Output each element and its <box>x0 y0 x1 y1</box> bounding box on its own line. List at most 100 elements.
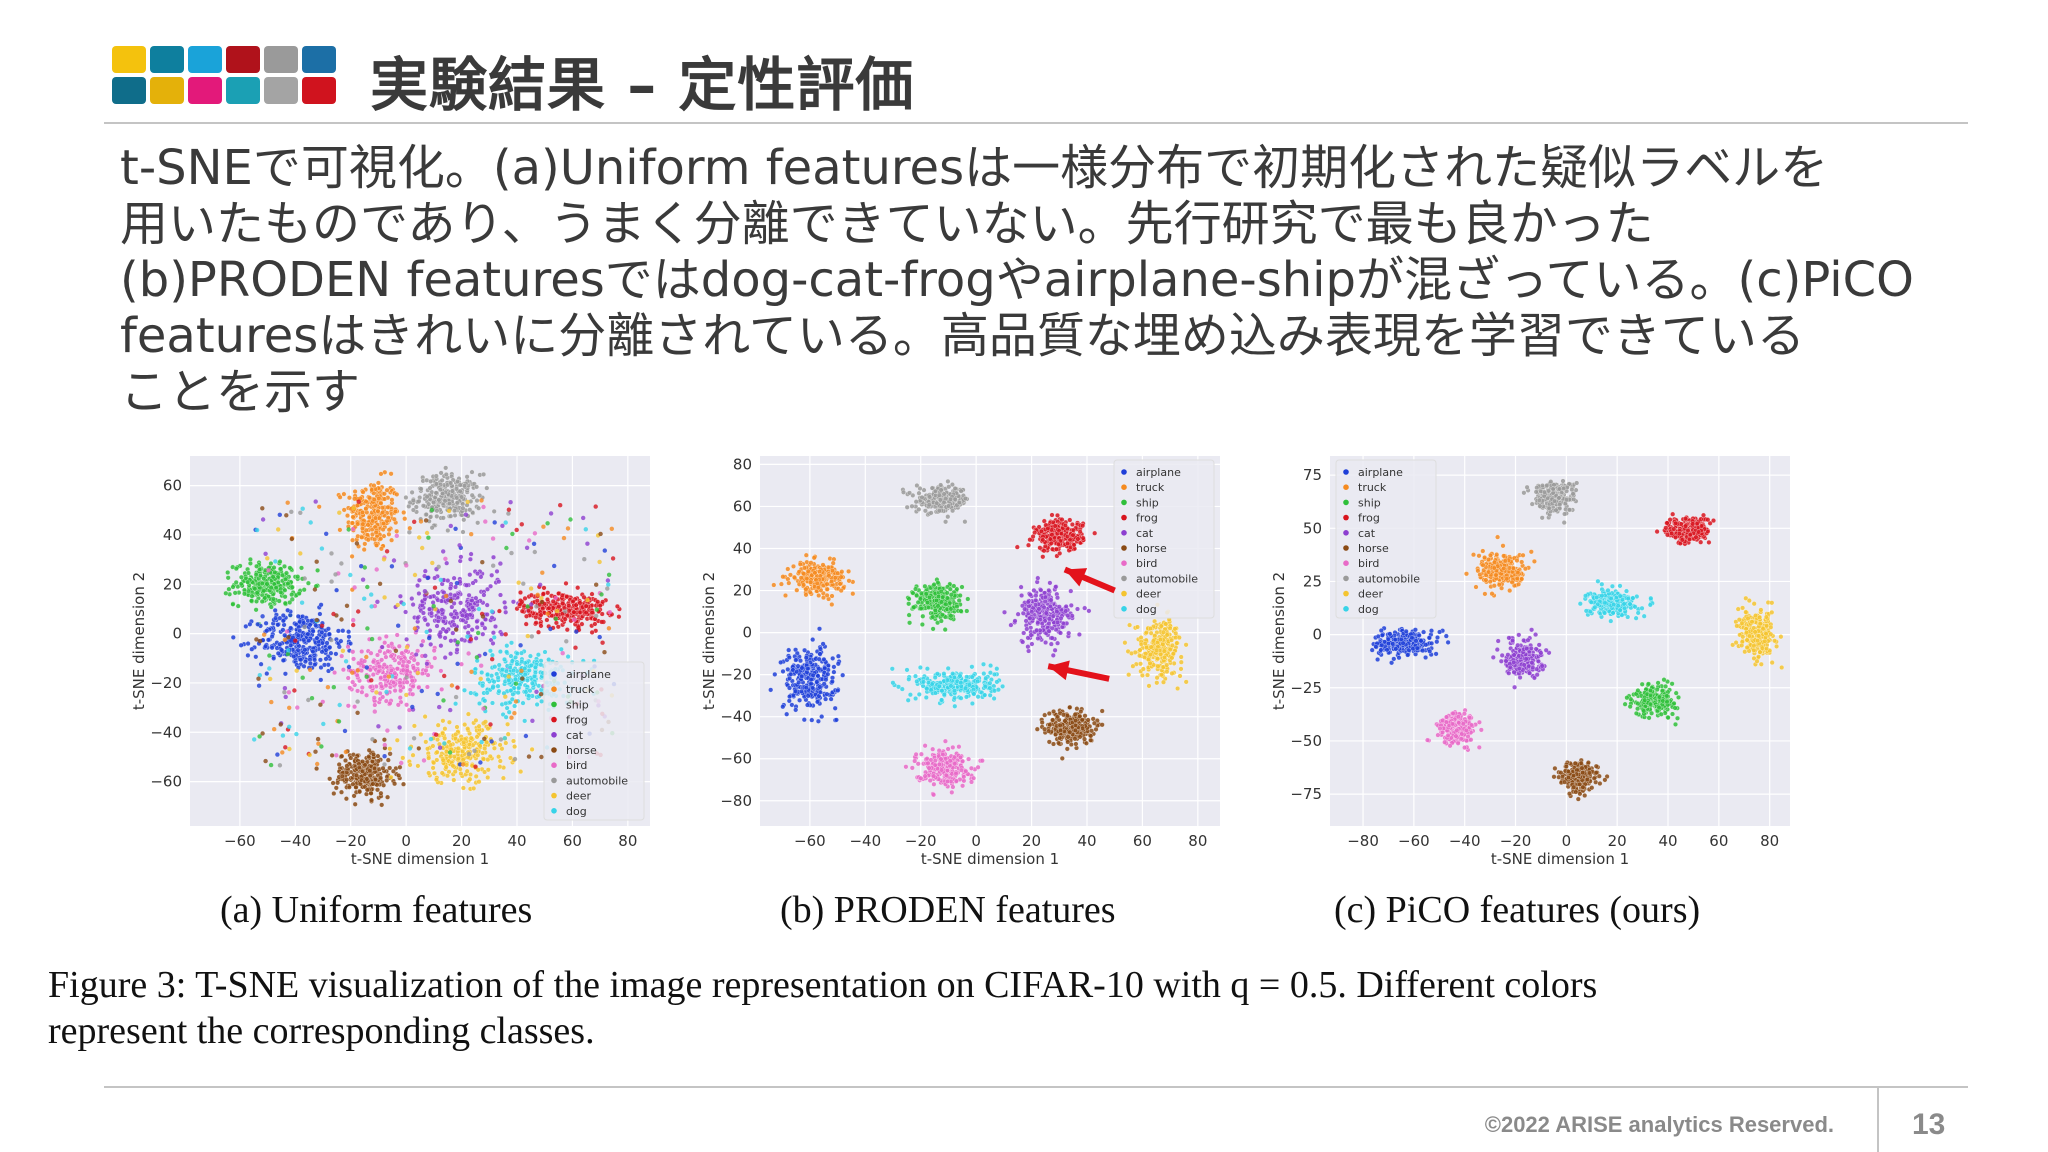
scatter-point-deer <box>1162 654 1167 660</box>
scatter-point-airplane <box>307 660 313 666</box>
scatter-point-frog <box>550 605 556 611</box>
scatter-point-truck <box>365 522 371 528</box>
scatter-point-cat <box>442 615 448 621</box>
scatter-point-ship <box>958 608 964 614</box>
scatter-point-dog <box>390 674 395 679</box>
scatter-point-cat <box>460 612 466 618</box>
scatter-point-ship <box>939 612 945 618</box>
scatter-point-dog <box>515 690 521 696</box>
scatter-point-automobile <box>582 557 587 562</box>
scatter-point-ship <box>282 587 288 593</box>
scatter-point-deer <box>485 757 491 763</box>
scatter-point-dog <box>496 688 502 694</box>
scatter-point-cat <box>1018 584 1024 590</box>
scatter-point-deer <box>1178 659 1184 665</box>
scatter-point-cat <box>508 500 513 505</box>
scatter-point-cat <box>1082 605 1088 611</box>
scatter-point-truck <box>829 602 835 607</box>
scatter-point-deer <box>276 527 281 532</box>
scatter-point-cat <box>375 599 380 604</box>
scatter-point-truck <box>282 637 288 642</box>
scatter-point-automobile <box>449 488 455 494</box>
scatter-point-bird <box>423 667 429 673</box>
scatter-point-cat <box>1076 632 1082 637</box>
scatter-point-frog <box>319 623 325 628</box>
x-tick-label: −60 <box>794 832 826 850</box>
scatter-point-cat <box>282 686 288 691</box>
scatter-point-ship <box>504 545 509 551</box>
scatter-point-frog <box>1062 523 1068 528</box>
scatter-point-truck <box>801 582 807 588</box>
scatter-point-deer <box>1142 654 1147 660</box>
scatter-point-bird <box>553 595 558 601</box>
scatter-point-ship <box>246 570 251 576</box>
scatter-point-truck <box>350 520 355 526</box>
scatter-point-airplane <box>346 629 352 635</box>
scatter-point-cat <box>1046 587 1052 593</box>
scatter-point-truck <box>565 526 571 531</box>
scatter-point-airplane <box>319 629 325 635</box>
scatter-point-frog <box>600 599 606 605</box>
scatter-point-horse <box>374 782 380 788</box>
x-tick-label: −60 <box>224 832 256 850</box>
scatter-point-dog <box>527 653 533 659</box>
scatter-point-truck <box>561 535 567 541</box>
scatter-point-airplane <box>305 631 311 637</box>
scatter-point-bird <box>372 702 378 708</box>
scatter-point-ship <box>262 595 268 601</box>
scatter-point-bird <box>392 688 398 694</box>
scatter-point-truck <box>778 581 784 587</box>
scatter-point-horse <box>539 599 544 605</box>
scatter-point-deer <box>484 739 490 745</box>
scatter-point-automobile <box>440 491 446 497</box>
scatter-point-frog <box>1068 544 1073 550</box>
scatter-point-truck <box>382 496 388 502</box>
scatter-point-ship <box>268 604 274 610</box>
scatter-point-ship <box>279 572 285 578</box>
scatter-point-cat <box>457 558 463 564</box>
scatter-point-ship <box>362 565 367 570</box>
scatter-point-airplane <box>280 613 286 618</box>
scatter-point-ship <box>441 698 446 703</box>
scatter-point-ship <box>959 584 965 590</box>
scatter-point-airplane <box>482 651 488 657</box>
scatter-point-cat <box>460 607 466 613</box>
scatter-point-truck <box>362 541 368 547</box>
scatter-point-cat <box>482 625 488 631</box>
scatter-point-airplane <box>346 664 352 670</box>
scatter-point-automobile <box>302 576 307 581</box>
header-divider <box>104 122 1968 124</box>
scatter-point-ship <box>233 579 239 585</box>
scatter-point-automobile <box>339 561 344 566</box>
scatter-point-airplane <box>297 628 303 634</box>
scatter-point-airplane <box>327 644 333 650</box>
scatter-point-airplane <box>288 625 294 631</box>
scatter-point-dog <box>509 696 515 702</box>
scatter-point-truck <box>280 750 285 755</box>
scatter-point-deer <box>465 499 470 505</box>
scatter-point-truck <box>838 574 844 580</box>
scatter-point-cat <box>1047 603 1053 609</box>
scatter-point-ship <box>938 599 944 605</box>
scatter-point-truck <box>384 487 390 493</box>
scatter-point-horse <box>375 753 381 759</box>
logo-tile <box>150 46 184 73</box>
scatter-point-frog <box>566 608 572 614</box>
scatter-point-deer <box>1138 635 1144 641</box>
scatter-point-automobile <box>416 498 422 504</box>
scatter-point-truck <box>343 749 349 755</box>
scatter-point-frog <box>1026 542 1031 548</box>
scatter-point-truck <box>376 495 382 501</box>
scatter-point-deer <box>423 739 429 745</box>
scatter-point-truck <box>791 574 797 580</box>
scatter-point-truck <box>808 560 814 566</box>
scatter-point-automobile <box>484 485 490 491</box>
scatter-point-ship <box>282 600 288 606</box>
scatter-point-horse <box>352 801 358 807</box>
scatter-point-frog <box>526 608 532 614</box>
scatter-point-airplane <box>809 717 815 723</box>
scatter-point-deer <box>446 508 452 514</box>
scatter-point-deer <box>1138 661 1143 667</box>
scatter-point-cat <box>470 580 476 586</box>
scatter-point-cat <box>260 517 266 522</box>
